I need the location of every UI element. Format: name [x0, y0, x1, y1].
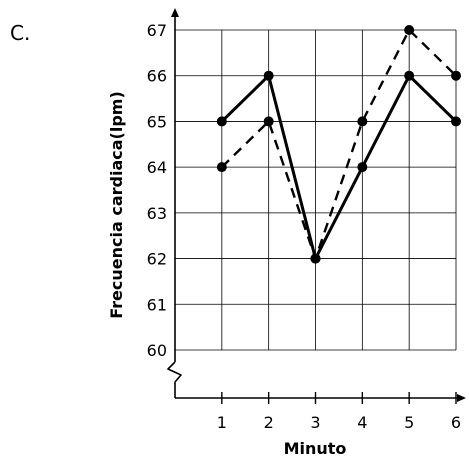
panel-label: C.	[10, 21, 30, 45]
data-point-solid	[451, 116, 461, 127]
y-tick-label: 60	[147, 341, 167, 360]
data-point-dashed	[357, 116, 368, 127]
tick-labels: 1 2 3 4 5 6 60 61 62 63 64 65 66 67	[147, 21, 461, 432]
x-axis-arrow	[457, 394, 466, 402]
y-tick-label: 63	[147, 204, 167, 223]
y-axis-break	[167, 361, 182, 398]
data-point-dashed	[404, 25, 415, 35]
data-point-solid	[404, 70, 415, 81]
x-axis-title: Minuto	[284, 439, 347, 458]
y-tick-label: 61	[147, 295, 167, 314]
y-tick-label: 65	[147, 112, 167, 131]
data-point-solid	[357, 162, 368, 173]
data-point-solid	[263, 70, 274, 81]
x-tick-label: 6	[451, 413, 461, 432]
y-tick-label: 67	[147, 21, 167, 40]
y-tick-label: 62	[147, 250, 167, 269]
data-point-dashed	[310, 253, 321, 264]
series-line-solid	[220, 74, 458, 261]
data-point-dashed	[263, 116, 274, 127]
data-point-dashed	[451, 70, 461, 81]
x-tick-label: 5	[404, 413, 414, 432]
x-tick-label: 4	[357, 413, 367, 432]
y-axis-arrow	[171, 8, 179, 17]
axes	[167, 8, 466, 404]
data-point-solid	[216, 116, 227, 127]
data-point-dashed	[216, 162, 227, 173]
grid	[175, 29, 457, 351]
y-axis-title: Frecuencia cardiaca(lpm)	[107, 91, 126, 319]
series	[216, 25, 461, 264]
y-tick-label: 64	[147, 158, 167, 177]
y-tick-label: 66	[147, 67, 167, 86]
x-tick-label: 2	[264, 413, 274, 432]
series-line-dashed	[220, 28, 457, 260]
x-tick-label: 1	[217, 413, 227, 432]
x-tick-label: 3	[310, 413, 320, 432]
